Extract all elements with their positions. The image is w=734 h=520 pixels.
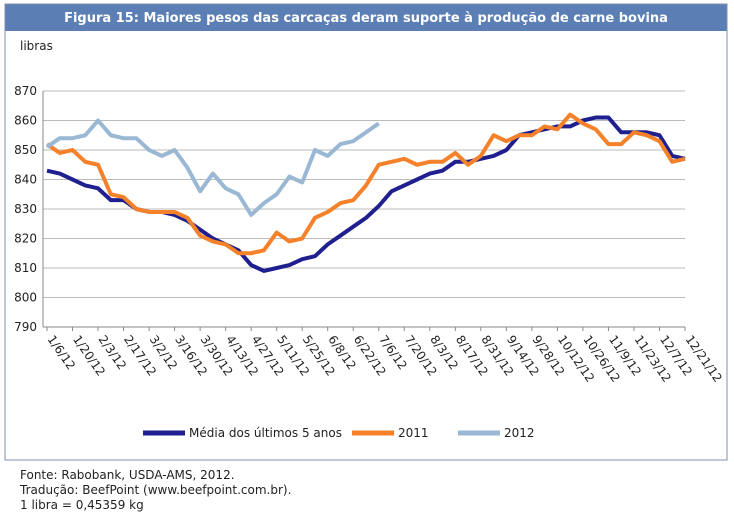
- y-tick-label: 860: [14, 114, 37, 128]
- series-line: [45, 118, 380, 217]
- y-tick-label: 830: [14, 202, 37, 216]
- chart-title: Figura 15: Maiores pesos das carcaças de…: [64, 11, 668, 26]
- y-axis-label: libras: [20, 39, 53, 53]
- footer-line: Fonte: Rabobank, USDA-AMS, 2012.: [20, 468, 235, 482]
- legend-label: 2011: [398, 426, 429, 440]
- title-bar: [5, 4, 727, 31]
- legend-label: 2012: [504, 426, 535, 440]
- series-line: [45, 112, 686, 256]
- y-tick-label: 820: [14, 232, 37, 246]
- y-tick-label: 850: [14, 143, 37, 157]
- x-tick-label: 12/21/12: [683, 333, 725, 385]
- y-tick-label: 790: [14, 320, 37, 334]
- y-tick-label: 870: [14, 84, 37, 98]
- footer-line: 1 libra = 0,45359 kg: [20, 498, 144, 512]
- series-line: [46, 115, 686, 273]
- chart-border: [4, 3, 728, 461]
- y-tick-label: 810: [14, 261, 37, 275]
- y-tick-label: 800: [14, 291, 37, 305]
- y-tick-label: 840: [14, 173, 37, 187]
- legend-label: Média dos últimos 5 anos: [189, 426, 342, 440]
- footer-line: Tradução: BeefPoint (www.beefpoint.com.b…: [19, 483, 291, 497]
